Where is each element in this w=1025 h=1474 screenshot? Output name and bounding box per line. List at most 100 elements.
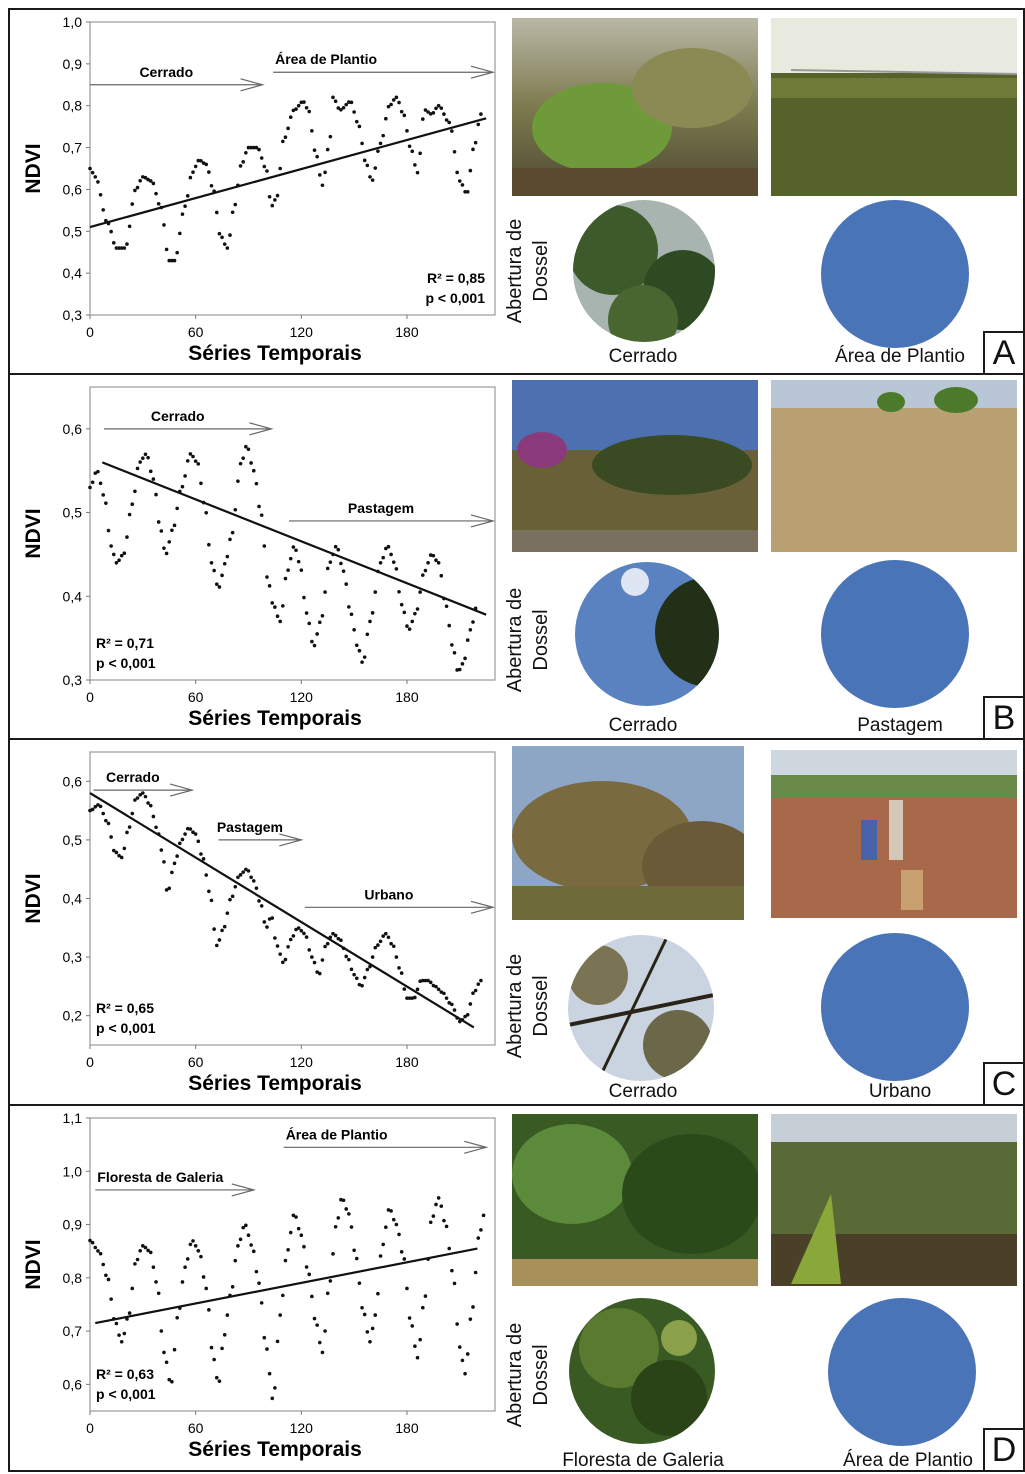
data-point [233, 507, 238, 512]
data-point [405, 1286, 409, 1291]
data-point [156, 1291, 161, 1296]
data-point [178, 231, 182, 236]
caption-urbano-c: Urbano [868, 1081, 932, 1102]
period-arrow-head [464, 1140, 489, 1154]
data-point [257, 504, 261, 509]
data-point [302, 100, 306, 104]
data-point [257, 1281, 261, 1285]
data-point [180, 1280, 185, 1284]
data-point [450, 129, 454, 133]
caption-plantio-d: Área de Plantio [843, 1450, 973, 1471]
data-point [317, 971, 322, 976]
data-point [354, 976, 359, 981]
data-point [130, 811, 135, 816]
data-point [164, 888, 169, 892]
data-point [154, 825, 158, 830]
panel-letter-a: A [983, 331, 1025, 375]
data-point [193, 1244, 198, 1248]
data-point [426, 561, 430, 565]
x-tick-label: 60 [188, 1054, 204, 1070]
x-axis-label: Séries Temporais [188, 342, 362, 365]
data-point [399, 602, 404, 607]
photo-plantio-a [771, 18, 1017, 196]
data-point [90, 480, 95, 485]
data-point [360, 1305, 364, 1310]
data-point [220, 235, 224, 240]
data-point [294, 1215, 298, 1219]
panel-letter-d: D [983, 1428, 1025, 1472]
data-point [421, 978, 425, 983]
data-point [241, 870, 245, 874]
data-point [281, 604, 285, 608]
data-point [201, 1275, 206, 1279]
data-point [222, 924, 227, 929]
data-point [381, 555, 385, 560]
data-point [88, 1238, 92, 1243]
data-point [220, 928, 224, 933]
data-point [397, 589, 401, 594]
data-point [93, 1245, 98, 1250]
y-tick-label: 0,4 [63, 588, 83, 604]
data-point [312, 1316, 317, 1321]
data-point [257, 147, 261, 152]
plot-frame [89, 21, 496, 316]
data-point [452, 650, 457, 655]
data-point [267, 584, 272, 588]
data-point [479, 978, 483, 983]
data-point [143, 794, 148, 799]
data-point [354, 1256, 359, 1261]
data-point [96, 1249, 100, 1253]
data-point [465, 638, 470, 642]
data-point [188, 827, 193, 831]
data-point [299, 928, 304, 933]
data-point [249, 1243, 253, 1247]
data-point [386, 935, 391, 940]
data-point [151, 477, 156, 481]
data-point [471, 620, 475, 624]
data-point [333, 544, 338, 549]
data-point [122, 246, 127, 250]
data-point [312, 148, 317, 152]
data-point [133, 1262, 137, 1266]
caption-cerrado-b: Cerrado [608, 715, 678, 736]
chart-d: 0,6 0,7 0,8 0,9 1,0 1,1 0 60 120 180 Séries Tempor… [22, 1110, 496, 1461]
data-point [378, 1254, 383, 1258]
period-label: Floresta de Galeria [97, 1169, 223, 1185]
y-tick-label: 0,8 [63, 98, 83, 114]
period-arrow-head [470, 900, 496, 914]
data-point [236, 1244, 240, 1248]
data-point [188, 175, 193, 180]
data-point [133, 798, 137, 802]
data-point [254, 145, 259, 150]
data-point [164, 247, 169, 252]
data-point [331, 1252, 335, 1256]
data-point [434, 1202, 438, 1207]
data-point [360, 660, 364, 664]
data-point [376, 943, 380, 947]
data-point [299, 568, 304, 572]
data-point [376, 149, 380, 153]
data-point [88, 485, 92, 490]
y-tick-label: 1,0 [63, 14, 83, 30]
data-point [254, 481, 259, 486]
period-label: Área de Plantio [275, 51, 377, 67]
data-point [389, 941, 393, 946]
photo-plantio-d [771, 1114, 1017, 1286]
data-point [444, 1224, 449, 1229]
data-point [439, 106, 444, 110]
data-point [421, 573, 425, 577]
data-point [148, 1250, 153, 1255]
data-point [93, 175, 98, 179]
data-point [325, 147, 330, 152]
data-point [209, 561, 214, 565]
data-point [278, 952, 282, 956]
data-point [259, 513, 264, 517]
data-point [325, 566, 330, 571]
data-point [444, 604, 449, 609]
data-point [238, 461, 243, 466]
data-point [148, 803, 153, 808]
data-point [225, 911, 230, 915]
photo-cerrado-c [512, 746, 744, 920]
data-point [138, 460, 142, 464]
data-point [365, 163, 370, 168]
